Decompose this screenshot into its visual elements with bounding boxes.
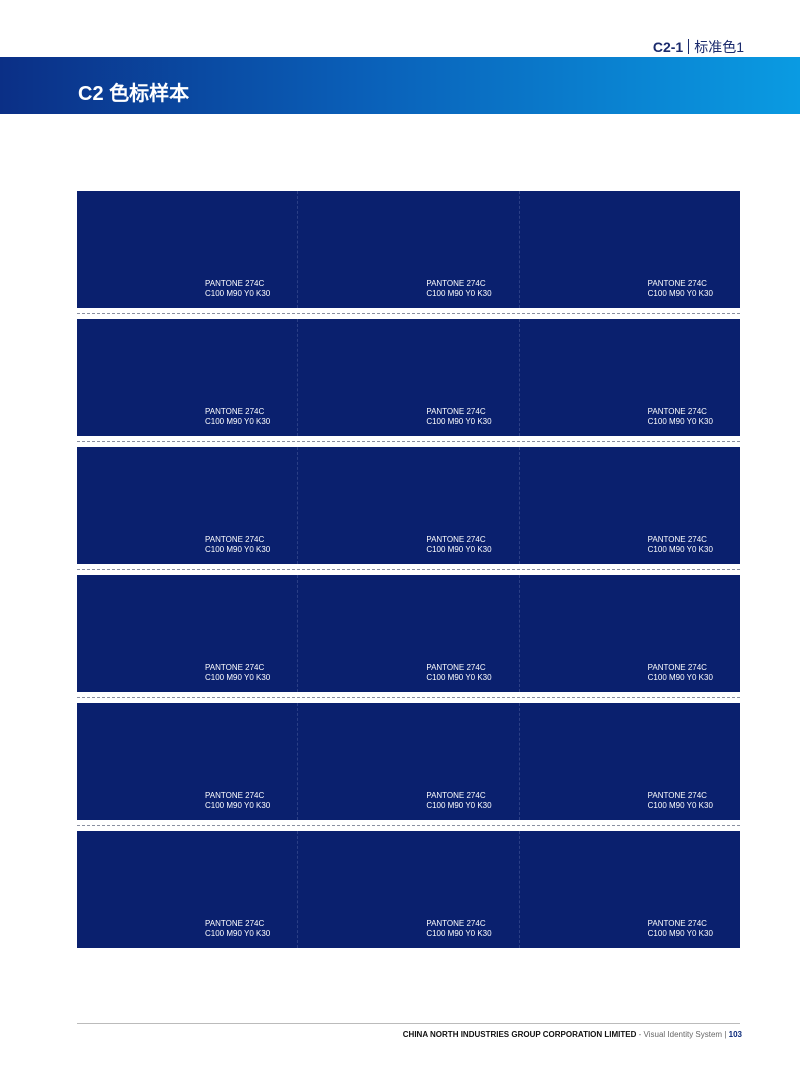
swatch-grid: PANTONE 274C C100 M90 Y0 K30 PANTONE 274C C… (77, 191, 740, 948)
pantone-code: PANTONE 274C (647, 663, 707, 672)
color-swatch: PANTONE 274C C100 M90 Y0 K30 (518, 831, 740, 948)
swatch-row: PANTONE 274C C100 M90 Y0 K30 PANTONE 274C C… (77, 703, 740, 826)
swatch-label: PANTONE 274C C100 M90 Y0 K30 (205, 535, 270, 555)
cmyk-values: C100 M90 Y0 K30 (205, 417, 271, 426)
swatch-row: PANTONE 274C C100 M90 Y0 K30 PANTONE 274C C… (77, 831, 740, 948)
color-swatch: PANTONE 274C C100 M90 Y0 K30 (77, 575, 298, 692)
section-code: C2-1 (652, 39, 684, 55)
color-swatch: PANTONE 274C C100 M90 Y0 K30 (518, 447, 740, 564)
swatch-label: PANTONE 274C C100 M90 Y0 K30 (205, 407, 270, 427)
swatch-label: PANTONE 274C C100 M90 Y0 K30 (648, 407, 713, 427)
cmyk-values: C100 M90 Y0 K30 (647, 673, 713, 682)
swatch-label: PANTONE 274C C100 M90 Y0 K30 (426, 663, 491, 683)
color-swatch: PANTONE 274C C100 M90 Y0 K30 (297, 575, 519, 692)
pantone-code: PANTONE 274C (205, 535, 265, 544)
cmyk-values: C100 M90 Y0 K30 (426, 929, 492, 938)
swatch-label: PANTONE 274C C100 M90 Y0 K30 (426, 279, 491, 299)
cmyk-values: C100 M90 Y0 K30 (647, 801, 713, 810)
swatch-label: PANTONE 274C C100 M90 Y0 K30 (426, 919, 491, 939)
swatch-label: PANTONE 274C C100 M90 Y0 K30 (648, 919, 713, 939)
cmyk-values: C100 M90 Y0 K30 (426, 545, 492, 554)
cmyk-values: C100 M90 Y0 K30 (205, 289, 271, 298)
swatch-label: PANTONE 274C C100 M90 Y0 K30 (648, 279, 713, 299)
pantone-code: PANTONE 274C (647, 791, 707, 800)
cmyk-values: C100 M90 Y0 K30 (205, 929, 271, 938)
cmyk-values: C100 M90 Y0 K30 (426, 417, 492, 426)
cmyk-values: C100 M90 Y0 K30 (205, 545, 271, 554)
color-swatch: PANTONE 274C C100 M90 Y0 K30 (518, 191, 740, 308)
color-swatch: PANTONE 274C C100 M90 Y0 K30 (77, 703, 298, 820)
color-swatch: PANTONE 274C C100 M90 Y0 K30 (297, 447, 519, 564)
pantone-code: PANTONE 274C (426, 919, 486, 928)
pantone-code: PANTONE 274C (426, 407, 486, 416)
color-swatch: PANTONE 274C C100 M90 Y0 K30 (297, 831, 519, 948)
swatch-label: PANTONE 274C C100 M90 Y0 K30 (205, 663, 270, 683)
title-band (0, 57, 800, 114)
swatch-label: PANTONE 274C C100 M90 Y0 K30 (205, 919, 270, 939)
pantone-code: PANTONE 274C (205, 279, 265, 288)
color-swatch: PANTONE 274C C100 M90 Y0 K30 (297, 191, 519, 308)
color-swatch: PANTONE 274C C100 M90 Y0 K30 (77, 447, 298, 564)
pantone-code: PANTONE 274C (205, 791, 265, 800)
pantone-code: PANTONE 274C (426, 279, 486, 288)
cmyk-values: C100 M90 Y0 K30 (647, 289, 713, 298)
color-swatch: PANTONE 274C C100 M90 Y0 K30 (297, 319, 519, 436)
cmyk-values: C100 M90 Y0 K30 (426, 289, 492, 298)
page-title: C2 色标样本 (78, 83, 190, 105)
swatch-row: PANTONE 274C C100 M90 Y0 K30 PANTONE 274C C… (77, 319, 740, 442)
color-swatch: PANTONE 274C C100 M90 Y0 K30 (297, 703, 519, 820)
cmyk-values: C100 M90 Y0 K30 (205, 801, 271, 810)
pantone-code: PANTONE 274C (205, 919, 265, 928)
color-swatch: PANTONE 274C C100 M90 Y0 K30 (77, 191, 298, 308)
cmyk-values: C100 M90 Y0 K30 (205, 673, 271, 682)
pantone-code: PANTONE 274C (647, 535, 707, 544)
pantone-code: PANTONE 274C (647, 919, 707, 928)
swatch-label: PANTONE 274C C100 M90 Y0 K30 (648, 535, 713, 555)
cmyk-values: C100 M90 Y0 K30 (426, 673, 492, 682)
pantone-code: PANTONE 274C (426, 791, 486, 800)
swatch-row: PANTONE 274C C100 M90 Y0 K30 PANTONE 274C C… (77, 575, 740, 698)
footer-separator: | (724, 1030, 727, 1039)
pantone-code: PANTONE 274C (205, 663, 265, 672)
swatch-label: PANTONE 274C C100 M90 Y0 K30 (426, 407, 491, 427)
cmyk-values: C100 M90 Y0 K30 (647, 929, 713, 938)
swatch-label: PANTONE 274C C100 M90 Y0 K30 (648, 791, 713, 811)
cmyk-values: C100 M90 Y0 K30 (647, 545, 713, 554)
color-swatch: PANTONE 274C C100 M90 Y0 K30 (518, 575, 740, 692)
color-swatch: PANTONE 274C C100 M90 Y0 K30 (518, 703, 740, 820)
pantone-code: PANTONE 274C (647, 407, 707, 416)
footer-rule (77, 1023, 740, 1024)
footer-system: - Visual Identity System (638, 1030, 723, 1039)
swatch-label: PANTONE 274C C100 M90 Y0 K30 (426, 791, 491, 811)
color-swatch: PANTONE 274C C100 M90 Y0 K30 (77, 319, 298, 436)
color-swatch: PANTONE 274C C100 M90 Y0 K30 (77, 831, 298, 948)
swatch-label: PANTONE 274C C100 M90 Y0 K30 (205, 791, 270, 811)
footer-company: CHINA NORTH INDUSTRIES GROUP CORPORATION… (402, 1030, 637, 1039)
pantone-code: PANTONE 274C (647, 279, 707, 288)
pantone-code: PANTONE 274C (426, 663, 486, 672)
cmyk-values: C100 M90 Y0 K30 (426, 801, 492, 810)
swatch-row: PANTONE 274C C100 M90 Y0 K30 PANTONE 274C C… (77, 447, 740, 570)
section-name: 标准色1 (694, 39, 744, 55)
swatch-label: PANTONE 274C C100 M90 Y0 K30 (426, 535, 491, 555)
cmyk-values: C100 M90 Y0 K30 (647, 417, 713, 426)
pantone-code: PANTONE 274C (205, 407, 265, 416)
swatch-label: PANTONE 274C C100 M90 Y0 K30 (648, 663, 713, 683)
pantone-code: PANTONE 274C (426, 535, 486, 544)
color-swatch: PANTONE 274C C100 M90 Y0 K30 (518, 319, 740, 436)
footer: CHINA NORTH INDUSTRIES GROUP CORPORATION… (403, 1030, 742, 1039)
swatch-row: PANTONE 274C C100 M90 Y0 K30 PANTONE 274C C… (77, 191, 740, 314)
swatch-label: PANTONE 274C C100 M90 Y0 K30 (205, 279, 270, 299)
section-label: C2-1 标准色1 (653, 37, 744, 57)
divider (688, 39, 690, 54)
page-number: 103 (728, 1030, 742, 1039)
